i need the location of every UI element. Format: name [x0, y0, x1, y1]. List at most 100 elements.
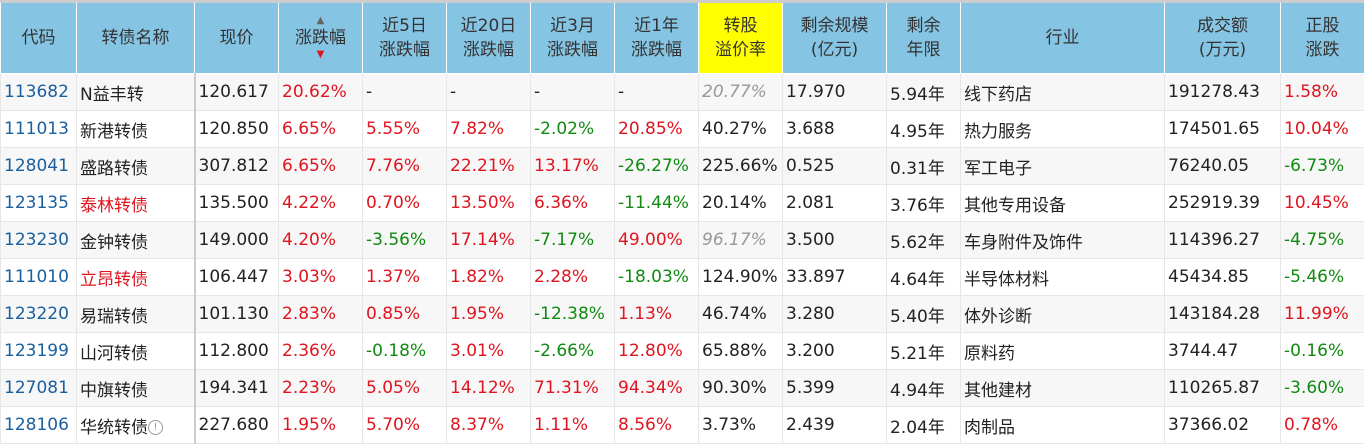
remaining-years-text: 2.04年 [890, 418, 945, 438]
remaining-size-text: 2.081 [786, 193, 835, 213]
code-text[interactable]: 123135 [4, 193, 69, 213]
change-text: 2.83% [282, 304, 336, 324]
cell-name[interactable]: 盛路转债 [77, 148, 195, 185]
price-text: 120.850 [199, 119, 269, 139]
cell-change-5d: 5.05% [363, 370, 447, 407]
change-3m-text: -2.66% [534, 341, 594, 361]
name-text[interactable]: 华统转债 [80, 418, 148, 438]
price-text: 135.500 [199, 193, 269, 213]
column-header-change-1y[interactable]: 近1年 涨跌幅 [615, 2, 699, 74]
cell-volume: 76240.05 [1165, 148, 1281, 185]
cell-change-5d: 5.70% [363, 407, 447, 444]
cell-code[interactable]: 113682 [1, 74, 77, 111]
cell-code[interactable]: 123199 [1, 333, 77, 370]
column-header-volume[interactable]: 成交额 (万元) [1165, 2, 1281, 74]
cell-change-1y: -18.03% [615, 259, 699, 296]
cell-name[interactable]: 金钟转债 [77, 222, 195, 259]
price-text: 149.000 [199, 230, 269, 250]
industry-text: 其他建材 [964, 381, 1032, 401]
name-text[interactable]: 泰林转债 [80, 196, 148, 216]
code-text[interactable]: 123220 [4, 304, 69, 324]
cell-code[interactable]: 123230 [1, 222, 77, 259]
premium-text: 124.90% [702, 267, 778, 287]
price-text: 194.341 [199, 378, 269, 398]
change-3m-text: 1.11% [534, 415, 588, 435]
code-text[interactable]: 127081 [4, 378, 69, 398]
cell-change-3m: -2.66% [531, 333, 615, 370]
sort-asc-icon[interactable]: ▲ [317, 16, 325, 26]
info-icon[interactable]: ! [148, 420, 163, 435]
cell-volume: 174501.65 [1165, 111, 1281, 148]
cell-name[interactable]: 泰林转债 [77, 185, 195, 222]
change-text: 3.03% [282, 267, 336, 287]
code-text[interactable]: 113682 [4, 82, 69, 102]
cell-stock-change: 11.99% [1281, 296, 1364, 333]
cell-name[interactable]: 华统转债! [77, 407, 195, 444]
cell-code[interactable]: 128041 [1, 148, 77, 185]
column-header-change-5d[interactable]: 近5日 涨跌幅 [363, 2, 447, 74]
name-text[interactable]: 盛路转债 [80, 159, 148, 179]
code-text[interactable]: 123199 [4, 341, 69, 361]
name-text[interactable]: 新港转债 [80, 122, 148, 142]
cell-code[interactable]: 111010 [1, 259, 77, 296]
cell-remaining-size: 5.399 [783, 370, 887, 407]
code-text[interactable]: 111013 [4, 119, 69, 139]
cell-code[interactable]: 123135 [1, 185, 77, 222]
cell-change-3m: 2.28% [531, 259, 615, 296]
column-header-price[interactable]: 现价 [195, 2, 279, 74]
code-text[interactable]: 128041 [4, 156, 69, 176]
column-header-name[interactable]: 转债名称 [77, 2, 195, 74]
code-text[interactable]: 111010 [4, 267, 69, 287]
cell-price: 307.812 [195, 148, 279, 185]
code-text[interactable]: 128106 [4, 415, 69, 435]
sort-desc-icon[interactable]: ▼ [317, 50, 325, 60]
cell-code[interactable]: 111013 [1, 111, 77, 148]
column-header-stock-change[interactable]: 正股 涨跌 [1281, 2, 1364, 74]
name-text[interactable]: 金钟转债 [80, 233, 148, 253]
cell-premium: 20.14% [699, 185, 783, 222]
code-text[interactable]: 123230 [4, 230, 69, 250]
cell-name[interactable]: 易瑞转债 [77, 296, 195, 333]
cell-change: 3.03% [279, 259, 363, 296]
cell-change-5d: 5.55% [363, 111, 447, 148]
change-20d-text: 13.50% [450, 193, 515, 213]
name-text[interactable]: 立昂转债 [80, 270, 148, 290]
cell-change-3m: - [531, 74, 615, 111]
cell-code[interactable]: 127081 [1, 370, 77, 407]
column-header-premium[interactable]: 转股 溢价率 [699, 2, 783, 74]
cell-name[interactable]: 山河转债 [77, 333, 195, 370]
change-20d-text: 3.01% [450, 341, 504, 361]
name-text[interactable]: 山河转债 [80, 344, 148, 364]
column-header-remaining-size[interactable]: 剩余规模 (亿元) [783, 2, 887, 74]
cell-name[interactable]: N益丰转 [77, 74, 195, 111]
column-header-change[interactable]: ▲涨跌幅▼ [279, 2, 363, 74]
premium-text: 90.30% [702, 378, 767, 398]
industry-text: 线下药店 [964, 85, 1032, 105]
column-header-code[interactable]: 代码 [1, 2, 77, 74]
cell-remaining-years: 3.76年 [887, 185, 961, 222]
industry-text: 半导体材料 [964, 270, 1049, 290]
cell-name[interactable]: 中旗转债 [77, 370, 195, 407]
column-header-remaining-years[interactable]: 剩余 年限 [887, 2, 961, 74]
column-header-industry[interactable]: 行业 [961, 2, 1165, 74]
cell-name[interactable]: 新港转债 [77, 111, 195, 148]
cell-code[interactable]: 128106 [1, 407, 77, 444]
column-header-change-3m[interactable]: 近3月 涨跌幅 [531, 2, 615, 74]
cell-name[interactable]: 立昂转债 [77, 259, 195, 296]
cell-change-20d: 13.50% [447, 185, 531, 222]
cell-code[interactable]: 123220 [1, 296, 77, 333]
column-header-change-20d[interactable]: 近20日 涨跌幅 [447, 2, 531, 74]
name-text[interactable]: 易瑞转债 [80, 307, 148, 327]
name-text[interactable]: 中旗转债 [80, 381, 148, 401]
name-text[interactable]: N益丰转 [80, 85, 144, 105]
